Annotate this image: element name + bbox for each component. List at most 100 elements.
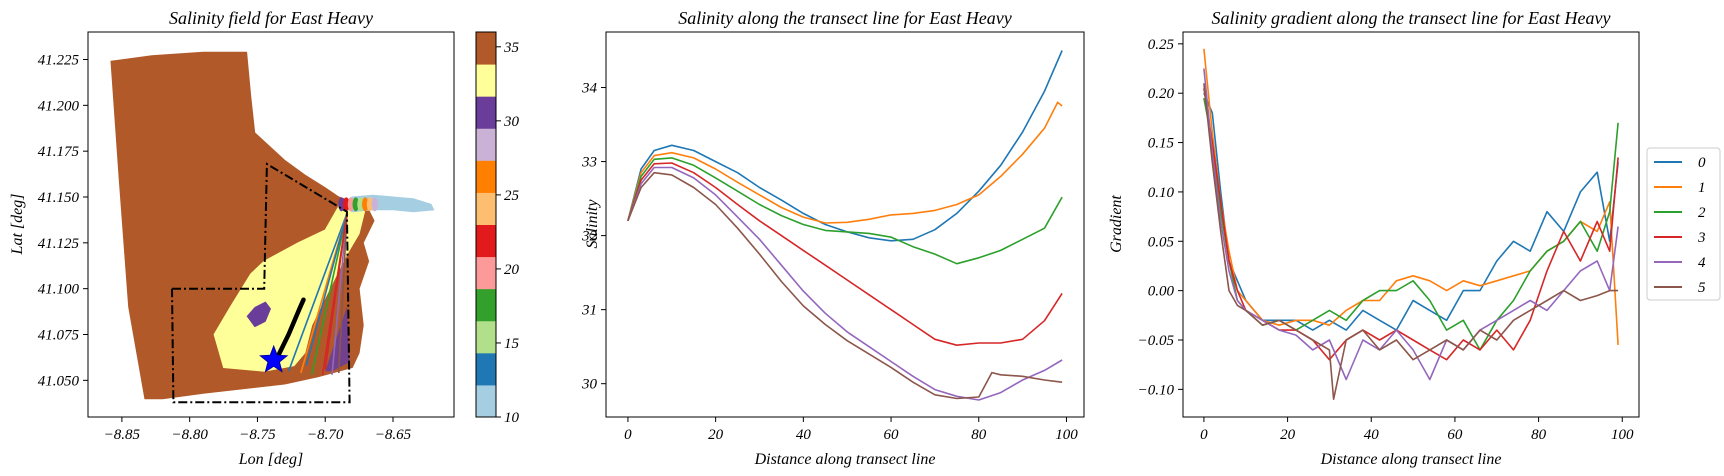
colorbar-tick-label: 25 [504,188,520,204]
low-salinity-patch [246,301,271,328]
y-tick-label: 0.20 [1148,86,1175,102]
y-tick-label: 41.075 [38,328,80,344]
x-tick-label: 0 [624,427,632,443]
salinity-field-panel: Salinity field for East Heavy −8.85 −8.80… [9,8,455,468]
legend-box [1646,147,1721,301]
gradient-title: Salinity gradient along the transect lin… [1212,8,1611,28]
y-tick-label: 32 [581,229,598,245]
plume-color-band [347,197,355,212]
transect-line [287,213,348,372]
field-axes-frame [87,31,455,418]
salinity-plot-area [627,50,1063,401]
series-line-2 [1203,97,1619,351]
series-line-5 [1203,83,1619,400]
series-line-3 [627,162,1063,346]
colorbar-segment [476,64,496,97]
gradient-x-ticks: 0 20 40 60 80 100 [1200,417,1634,443]
y-tick-label: 0.25 [1148,37,1175,53]
x-tick-label: 40 [1364,427,1380,443]
colorbar-segment [476,352,496,386]
series-line-0 [627,50,1063,242]
gradient-y-label: Gradient [1108,195,1125,253]
y-tick-label: 0.10 [1148,185,1175,201]
salinity-title: Salinity along the transect line for Eas… [678,8,1011,28]
colorbar-segment [476,96,496,129]
colorbar-segment [476,192,496,225]
salinity-x-ticks: 0 20 40 60 80 100 [624,417,1078,443]
salinity-y-ticks: 30 31 32 33 34 [581,81,606,393]
x-tick-label: 20 [1280,427,1296,443]
transect-line [305,213,348,366]
x-tick-label: 20 [708,427,724,443]
transect-line [337,213,348,374]
gradient-plot-area [1203,48,1619,400]
legend-label: 4 [1698,255,1706,271]
x-tick-label: 100 [1055,427,1078,443]
plume-color-band [362,197,369,212]
salinity-axes-frame [605,31,1085,418]
series-line-5 [627,171,1063,400]
y-tick-label: 0.05 [1148,234,1175,250]
y-tick-label: −0.10 [1138,382,1175,398]
legend-label: 5 [1698,280,1706,296]
x-tick-label: −8.65 [375,427,412,443]
salinity-x-label: Distance along transect line [754,451,936,468]
x-tick-label: 0 [1200,427,1208,443]
y-tick-label: 41.225 [38,53,80,69]
salinity-y-label: Salinity [584,199,601,249]
gradient-x-label: Distance along transect line [1320,451,1502,468]
y-tick-label: 33 [581,155,597,171]
x-tick-label: 60 [1447,427,1463,443]
field-x-label: Lon [deg] [238,451,303,468]
colorbar-segment [476,224,496,258]
y-tick-label: 0.00 [1148,284,1175,300]
start-location-star [259,344,289,373]
series-line-4 [627,166,1063,401]
x-tick-label: 80 [971,427,987,443]
colorbar-frame [475,31,497,418]
colorbar-tick-label: 30 [503,114,520,130]
colorbar: 10 15 20 25 30 35 [475,31,520,426]
legend: 0 1 2 3 4 5 [1646,147,1721,301]
colorbar-tick-label: 10 [504,410,520,426]
y-tick-label: 34 [581,81,598,97]
x-tick-label: 60 [884,427,900,443]
legend-label: 2 [1698,205,1706,221]
plume-color-band [371,197,378,212]
colorbar-segment [476,320,496,354]
transect-line [324,213,348,370]
plume-color-band [352,197,359,212]
colorbar-segments [476,32,496,418]
series-line-2 [627,157,1063,265]
legend-items: 0 1 2 3 4 5 [1654,155,1706,296]
plume-color-band [343,197,350,212]
plume-color-band [366,197,374,212]
series-line-3 [1203,88,1619,361]
salinity-transect-panel: Salinity along the transect line for Eas… [581,8,1085,468]
colorbar-tick-label: 15 [504,336,520,352]
colorbar-ticks: 10 15 20 25 30 35 [496,40,520,426]
y-tick-label: 41.200 [38,98,80,114]
colorbar-segment [476,128,496,161]
colorbar-segment [476,256,496,290]
gradient-transect-panel: Salinity gradient along the transect lin… [1108,8,1640,468]
series-line-4 [1203,68,1619,381]
vehicle-trajectory [275,297,306,359]
y-tick-label: 31 [581,303,597,319]
field-plot-area [110,51,435,404]
y-tick-label: 41.175 [38,144,80,160]
x-tick-label: 80 [1531,427,1547,443]
legend-label: 3 [1697,230,1706,246]
field-title: Salinity field for East Heavy [169,8,373,28]
colorbar-tick-label: 20 [504,262,520,278]
transect-line [310,213,348,376]
low-salinity-wedge [325,307,350,372]
y-tick-label: 41.100 [38,282,80,298]
field-y-ticks: 41.050 41.075 41.100 41.125 41.150 41.175 41.2… [38,53,88,389]
colorbar-segment [476,32,496,65]
y-tick-label: 41.050 [38,373,80,389]
legend-label: 0 [1698,155,1706,171]
x-tick-label: −8.80 [171,427,208,443]
field-x-ticks: −8.85 −8.80 −8.75 −8.70 −8.65 [104,417,412,443]
